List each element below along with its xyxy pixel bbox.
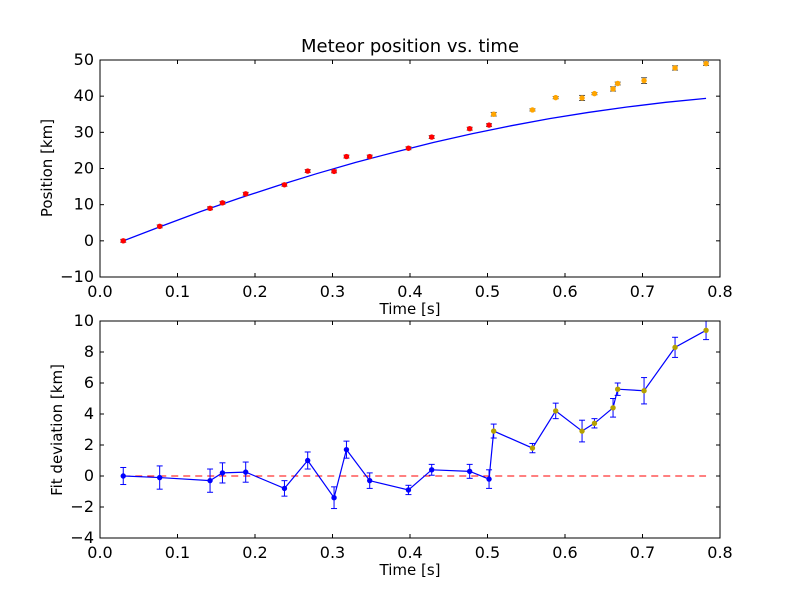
excluded-data-point: [491, 111, 497, 117]
fit-deviation-point: [219, 470, 226, 476]
position-chart-title: Meteor position vs. time: [301, 36, 519, 57]
chart-0-x-tick-label: 0.1: [165, 282, 190, 301]
fit-data-point: [466, 126, 473, 132]
chart-1-y-tick-label: 8: [84, 342, 94, 361]
chart-1-y-tick-label: −4: [70, 528, 94, 547]
chart-1-x-tick-label: 0.4: [397, 543, 422, 562]
fit-data-point: [120, 238, 126, 244]
chart-0-y-tick-label: 10: [74, 195, 94, 214]
chart-1-y-tick-label: 6: [84, 373, 94, 392]
excluded-data-point: [672, 65, 678, 71]
fit-data-point: [486, 122, 492, 128]
deviation-chart-x-ticks: 0.0 0.1 0.2 0.3 0.4 0.5 0.6 0.7 0.8: [87, 321, 733, 562]
chart-1-y-tick-label: 4: [84, 404, 94, 423]
fit-deviation-point: [305, 457, 311, 464]
chart-1-x-tick-label: 0.6: [552, 543, 577, 562]
excluded-deviation-point: [529, 445, 536, 451]
excluded-data-point: [529, 107, 536, 113]
excluded-deviation-point: [610, 405, 616, 411]
excluded-data-point: [591, 90, 598, 97]
chart-0-y-tick-label: 20: [74, 159, 94, 178]
fit-data-point: [343, 153, 350, 160]
chart-0-x-tick-label: 0.2: [242, 282, 267, 301]
fit-data-point: [305, 168, 311, 174]
position-plot-area: [120, 60, 710, 244]
chart-1-y-tick-label: 0: [84, 466, 94, 485]
chart-0-y-tick-label: 40: [74, 86, 94, 105]
fit-deviation-point: [243, 469, 249, 475]
position-chart-x-ticks: 0.0 0.1 0.2 0.3 0.4 0.5 0.6 0.7 0.8: [87, 60, 733, 301]
excluded-deviation-point: [591, 420, 598, 426]
chart-0-x-tick-label: 0.7: [630, 282, 655, 301]
chart-1-y-tick-label: 10: [74, 311, 94, 330]
chart-1-x-tick-label: 0.8: [707, 543, 732, 562]
position-chart-x-label: Time [s]: [379, 300, 441, 318]
excluded-deviation-point: [553, 408, 559, 414]
fit-data-point: [367, 153, 373, 160]
chart-0-y-tick-label: 0: [84, 231, 94, 250]
chart-1-x-tick-label: 0.1: [165, 543, 190, 562]
fit-curve-line: [123, 97, 707, 242]
fit-deviation-point: [156, 474, 163, 481]
excluded-data-point: [641, 77, 647, 84]
fit-data-point: [405, 145, 412, 151]
excluded-deviation-point: [703, 327, 709, 333]
fit-data-point: [219, 200, 226, 206]
fit-deviation-point: [120, 473, 126, 479]
fit-deviation-point: [331, 495, 337, 501]
fit-deviation-point: [281, 485, 288, 492]
fit-data-point: [331, 168, 337, 175]
chart-1-x-tick-label: 0.7: [630, 543, 655, 562]
chart-1-x-tick-label: 0.3: [320, 543, 345, 562]
fit-data-point: [281, 182, 288, 188]
fit-deviation-point: [405, 487, 412, 493]
chart-0-y-tick-label: 50: [74, 50, 94, 69]
excluded-deviation-point: [641, 388, 647, 394]
deviation-plot-area: [120, 320, 710, 510]
excluded-data-point: [615, 80, 621, 87]
deviation-line: [123, 329, 707, 500]
chart-1-x-tick-label: 0.2: [242, 543, 267, 562]
fit-deviation-point: [429, 467, 435, 473]
chart-0-y-tick-label: −10: [60, 267, 94, 286]
fit-deviation-point: [207, 477, 213, 484]
chart-0-x-tick-label: 0.8: [707, 282, 732, 301]
excluded-data-point: [579, 95, 585, 101]
chart-0-x-tick-label: 0.0: [87, 282, 112, 301]
excluded-deviation-point: [491, 428, 497, 434]
fit-data-point: [429, 134, 435, 140]
deviation-chart-x-label: Time [s]: [379, 561, 441, 579]
position-chart-y-label: Position [km]: [38, 119, 56, 217]
chart-0-x-tick-label: 0.4: [397, 282, 422, 301]
chart-1-x-tick-label: 0.5: [475, 543, 500, 562]
fit-deviation-point: [466, 468, 473, 475]
chart-0-x-tick-label: 0.3: [320, 282, 345, 301]
position-chart: Meteor position vs. time 0.0 0.1 0.2 0.3 0.4…: [38, 36, 733, 318]
excluded-deviation-point: [672, 344, 678, 351]
deviation-chart-y-ticks: −4 −2 0 2 4 6 8 10: [70, 311, 720, 547]
chart-1-y-tick-label: −2: [70, 497, 94, 516]
excluded-deviation-point: [579, 428, 585, 434]
excluded-deviation-point: [615, 386, 621, 392]
excluded-data-point: [553, 94, 559, 101]
fit-data-point: [207, 205, 213, 211]
chart-1-x-tick-label: 0.0: [87, 543, 112, 562]
chart-0-x-tick-label: 0.5: [475, 282, 500, 301]
excluded-data-point: [610, 86, 616, 92]
fit-deviation-point: [367, 477, 373, 484]
fit-deviation-point: [486, 476, 492, 482]
chart-0-x-tick-label: 0.6: [552, 282, 577, 301]
deviation-chart-y-label: Fit deviation [km]: [48, 364, 66, 496]
excluded-data-point: [703, 60, 709, 67]
chart-1-y-tick-label: 2: [84, 435, 94, 454]
fit-data-point: [156, 223, 163, 230]
chart-0-y-tick-label: 30: [74, 122, 94, 141]
fit-data-point: [243, 191, 249, 197]
position-chart-y-ticks: −10 0 10 20 30 40 50: [60, 50, 720, 286]
fit-deviation-point: [343, 446, 350, 453]
deviation-chart: 0.0 0.1 0.2 0.3 0.4 0.5 0.6 0.7 0.8 −4−20246810 …: [48, 311, 733, 579]
